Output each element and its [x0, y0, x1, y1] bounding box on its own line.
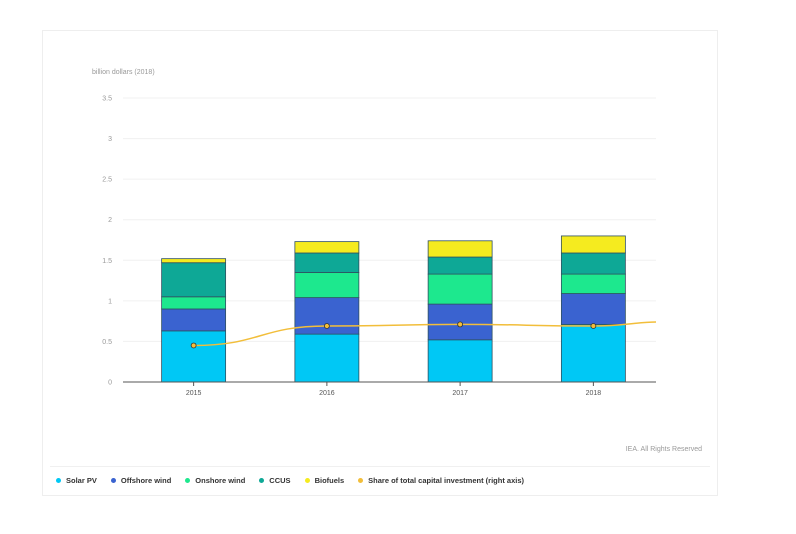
legend-label: Onshore wind [195, 476, 246, 485]
x-tick-label: 2018 [586, 390, 602, 397]
x-tick-label: 2017 [452, 390, 468, 397]
bar-biofuels [427, 240, 493, 258]
legend-item[interactable]: Biofuels [304, 476, 345, 485]
y-tick-label: 3 [108, 136, 112, 143]
y-axis-title: billion dollars (2018) [92, 69, 155, 76]
divider [50, 466, 710, 467]
legend-label: Solar PV [66, 476, 97, 485]
bar-solar-pv [560, 323, 626, 383]
bar-onshore-wind [427, 273, 493, 305]
legend-label: Offshore wind [120, 476, 172, 485]
bar-offshore-wind [560, 293, 626, 325]
x-tick-label: 2016 [319, 390, 335, 397]
x-tick-label: 2015 [186, 390, 202, 397]
legend: Solar PV Offshore wind Onshore wind CCUS Bio… [56, 476, 524, 485]
legend-label: Share of total capital investment (right… [368, 476, 525, 485]
line-point [190, 342, 197, 349]
legend-label: CCUS [269, 476, 291, 485]
legend-item[interactable]: Offshore wind [110, 476, 172, 485]
y-tick-label: 2.5 [102, 177, 112, 184]
legend-swatch-icon [358, 478, 364, 483]
legend-swatch-icon [185, 478, 191, 483]
bar-solar-pv [161, 330, 227, 383]
y-tick-label: 0.5 [102, 339, 112, 346]
y-tick-label: 1 [108, 298, 112, 305]
bar-onshore-wind [161, 296, 227, 310]
bar-solar-pv [427, 339, 493, 383]
y-tick-label: 0 [108, 380, 112, 387]
bar-ccus [427, 256, 493, 275]
bar-onshore-wind [560, 273, 626, 294]
line-point [590, 323, 597, 329]
bar-ccus [560, 252, 626, 275]
line-point [457, 321, 464, 328]
chart-svg: 0 0.5 1 1.5 2 2.5 3 3.5 2015 2016 2017 2018 [102, 96, 657, 397]
chart-card: 0 0.5 1 1.5 2 2.5 3 3.5 2015 2016 2017 2018 [42, 30, 718, 496]
bar-solar-pv [294, 333, 360, 383]
legend-item[interactable]: CCUS [259, 476, 291, 485]
legend-swatch-icon [259, 478, 265, 483]
y-tick-label: 2 [108, 217, 112, 224]
legend-swatch-icon [110, 478, 116, 483]
copyright: IEA. All Rights Reserved [625, 446, 702, 453]
legend-swatch-icon [304, 478, 310, 483]
bar-ccus [294, 252, 360, 273]
bar-biofuels [294, 241, 360, 254]
y-tick-label: 1.5 [102, 258, 112, 265]
bar-onshore-wind [294, 272, 360, 299]
y-tick-label: 3.5 [102, 96, 112, 103]
bar-ccus [161, 262, 227, 298]
line-point [323, 323, 330, 329]
bar-biofuels [560, 235, 626, 254]
legend-item[interactable]: Share of total capital investment (right… [358, 476, 524, 485]
bar-offshore-wind [161, 308, 227, 332]
legend-item[interactable]: Solar PV [56, 476, 97, 485]
legend-swatch-icon [56, 478, 61, 483]
bar-biofuels [161, 258, 227, 264]
legend-item[interactable]: Onshore wind [185, 476, 245, 485]
legend-label: Biofuels [314, 476, 345, 485]
